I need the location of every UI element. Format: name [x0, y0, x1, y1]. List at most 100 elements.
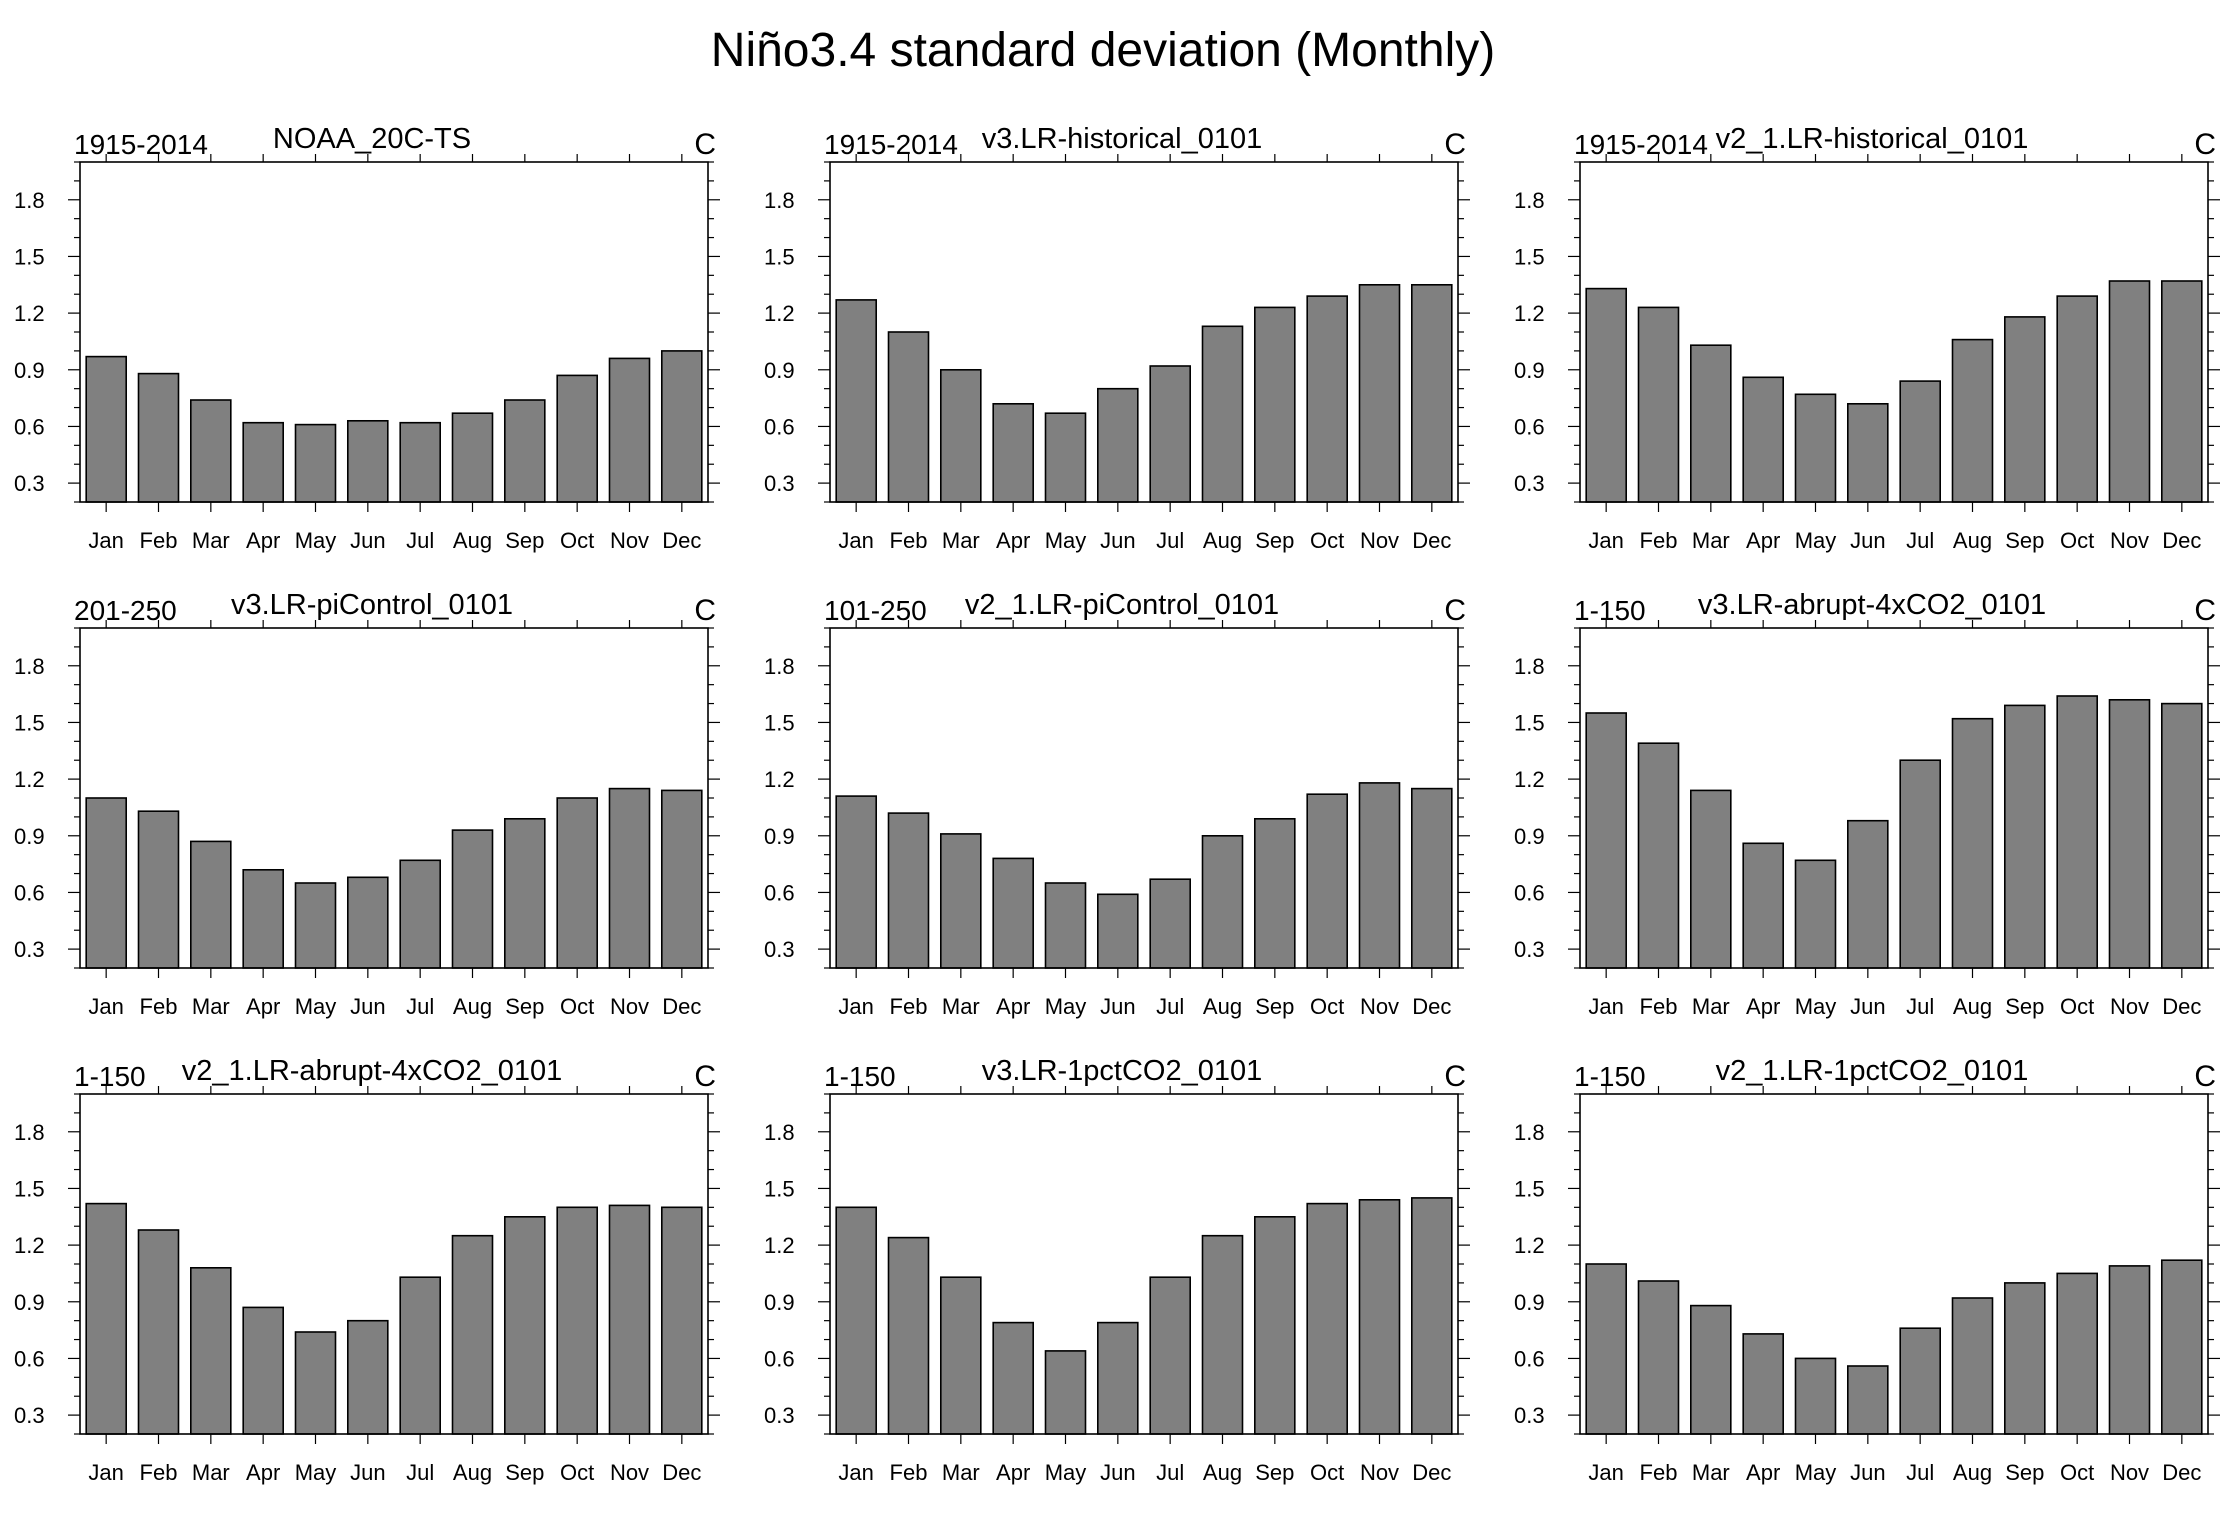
x-tick-label: Feb [890, 528, 928, 553]
bar [1951, 1297, 1994, 1435]
y-tick-label: 1.2 [1514, 1233, 1545, 1258]
x-tick-label: Feb [140, 528, 178, 553]
x-tick-label: Aug [1953, 994, 1992, 1019]
panel-period-label: 1-150 [1574, 595, 1646, 626]
bar [1358, 1199, 1401, 1435]
chart-panel: 1915-2014 v2_1.LR-historical_0101 C Jan Feb M… [1514, 123, 2220, 553]
panel-period-label: 1-150 [1574, 1061, 1646, 1092]
x-tick-label: Oct [560, 1460, 594, 1485]
x-tick-label: Jun [1100, 1460, 1135, 1485]
x-tick-label: Jan [88, 994, 123, 1019]
x-tick-label: Mar [942, 994, 980, 1019]
bar [190, 840, 232, 969]
x-tick-label: Sep [505, 528, 544, 553]
bar [1097, 893, 1139, 969]
plot-frame [829, 627, 1459, 969]
plot-frame [829, 161, 1459, 503]
chart-panel: 1-150 v3.LR-1pctCO2_0101 C Jan Feb Mar Apr May J… [764, 1055, 1470, 1485]
y-tick-label: 0.6 [764, 414, 795, 439]
bar [1585, 712, 1627, 969]
bar [939, 833, 982, 969]
x-tick-label: Jun [1850, 528, 1885, 553]
y-tick-label: 0.3 [14, 937, 45, 962]
panel-title: v3.LR-abrupt-4xCO2_0101 [1698, 589, 2046, 621]
bar [1097, 1321, 1139, 1435]
y-tick-label: 1.2 [1514, 767, 1545, 792]
x-tick-label: Sep [2005, 994, 2044, 1019]
y-tick-label: 1.8 [1514, 1120, 1545, 1145]
x-tick-label: Mar [1692, 994, 1730, 1019]
y-tick-label: 0.6 [14, 1346, 45, 1371]
y-tick-label: 1.5 [14, 1176, 45, 1201]
y-tick-label: 1.5 [1514, 244, 1545, 269]
y-tick-label: 1.2 [764, 301, 795, 326]
bar [887, 331, 930, 503]
y-tick-label: 1.2 [764, 1233, 795, 1258]
bar [835, 299, 878, 503]
bar [1951, 717, 1994, 969]
x-tick-label: Sep [1255, 994, 1294, 1019]
x-tick-label: Oct [560, 528, 594, 553]
bar [1847, 819, 1889, 969]
bar [1899, 380, 1941, 503]
x-tick-label: Jul [1156, 1460, 1184, 1485]
bar [1742, 1333, 1784, 1435]
x-tick-label: Jun [1100, 994, 1135, 1019]
bar [1690, 344, 1732, 503]
bar [1306, 1202, 1348, 1435]
x-tick-label: Aug [1953, 1460, 1992, 1485]
bar [1254, 1216, 1296, 1435]
y-tick-label: 1.5 [1514, 710, 1545, 735]
x-tick-label: Jul [406, 994, 434, 1019]
chart-panel: 1-150 v2_1.LR-1pctCO2_0101 C Jan Feb Mar Apr Ma… [1514, 1055, 2220, 1485]
x-tick-label: Jul [406, 528, 434, 553]
plot-frame [79, 1093, 709, 1435]
x-tick-label: Jul [1906, 1460, 1934, 1485]
figure-title: Niño3.4 standard deviation (Monthly) [711, 24, 1495, 77]
bar [242, 1306, 284, 1435]
panel-title: v3.LR-historical_0101 [982, 123, 1262, 155]
y-tick-label: 0.9 [1514, 358, 1545, 383]
y-tick-label: 0.9 [14, 1290, 45, 1315]
bar [1690, 789, 1732, 969]
panel-units-label: C [694, 594, 716, 627]
bar [1847, 1365, 1889, 1435]
y-tick-label: 0.3 [14, 1403, 45, 1428]
bar [346, 876, 389, 969]
panel-period-label: 1915-2014 [1574, 129, 1708, 160]
x-tick-label: Jan [1588, 994, 1623, 1019]
x-tick-label: Feb [890, 1460, 928, 1485]
x-tick-label: Aug [1203, 994, 1242, 1019]
bar [2004, 316, 2046, 503]
bar [2161, 1259, 2203, 1435]
x-tick-label: May [1795, 528, 1837, 553]
x-tick-label: Dec [1412, 1460, 1451, 1485]
plot-frame [1579, 161, 2209, 503]
y-tick-label: 0.6 [1514, 414, 1545, 439]
bar [1794, 859, 1837, 969]
x-tick-label: Mar [942, 528, 980, 553]
plot-frame [79, 627, 709, 969]
y-tick-label: 1.8 [764, 654, 795, 679]
bar [835, 1206, 878, 1435]
y-tick-label: 0.3 [764, 471, 795, 496]
x-tick-label: Dec [2162, 528, 2201, 553]
bar [1044, 1350, 1087, 1435]
x-tick-label: Nov [610, 1460, 649, 1485]
chart-panel: 201-250 v3.LR-piControl_0101 C Jan Feb Mar Apr… [14, 589, 720, 1019]
bar [190, 1267, 232, 1435]
x-tick-label: Aug [453, 528, 492, 553]
chart-panel: 1915-2014 v3.LR-historical_0101 C Jan Feb Mar… [764, 123, 1470, 553]
bar [85, 797, 127, 969]
x-tick-label: Jun [1100, 528, 1135, 553]
panel-units-label: C [694, 128, 716, 161]
chart-panel: 101-250 v2_1.LR-piControl_0101 C Jan Feb Mar A… [764, 589, 1470, 1019]
x-tick-label: Mar [942, 1460, 980, 1485]
bar [1149, 1276, 1191, 1435]
bar [1358, 782, 1401, 969]
bar [1201, 834, 1244, 969]
plot-frame [1579, 627, 2209, 969]
x-tick-label: Jun [1850, 1460, 1885, 1485]
panel-title: NOAA_20C-TS [273, 123, 471, 155]
bar [1637, 306, 1680, 503]
